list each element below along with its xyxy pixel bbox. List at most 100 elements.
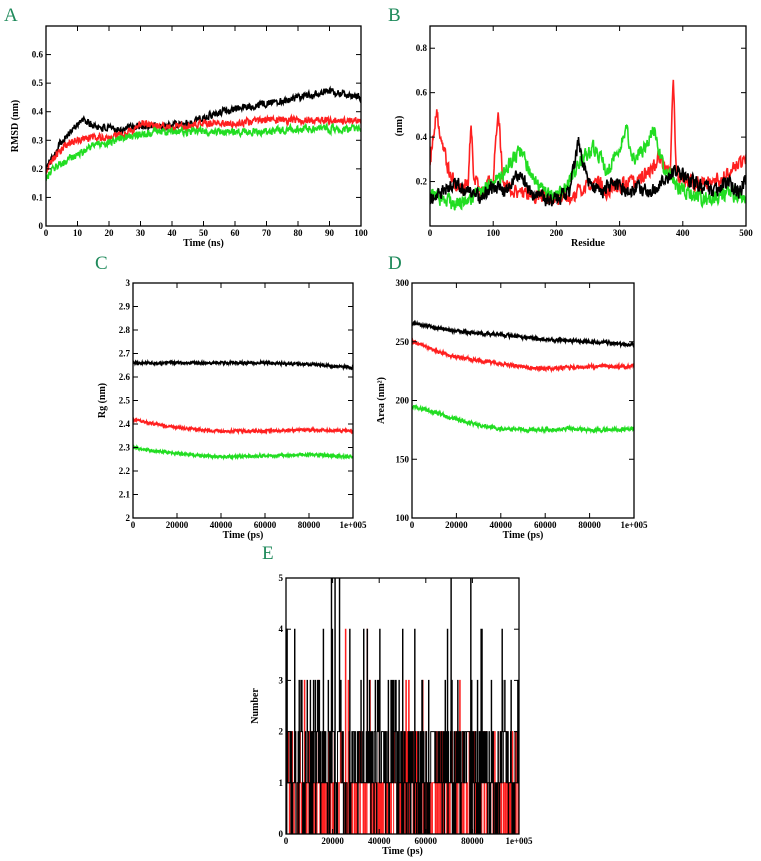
x-axis-label: Time (ps) — [223, 530, 264, 541]
x-tick-label: 20000 — [321, 836, 344, 846]
x-axis-label: Time (ps) — [382, 846, 423, 857]
x-tick-label: 80 — [294, 228, 304, 238]
x-tick-label: 100 — [486, 228, 500, 238]
series-line — [412, 319, 634, 349]
series-line — [46, 85, 361, 172]
y-tick-label: 0.6 — [32, 50, 44, 60]
panel-letter: B — [388, 5, 401, 26]
plot-frame — [132, 282, 354, 519]
x-tick-label: 200 — [550, 228, 564, 238]
x-tick-label: 20000 — [166, 520, 189, 530]
y-tick-label: 150 — [396, 454, 410, 464]
series-line — [430, 136, 746, 207]
y-tick-label: 2.2 — [119, 466, 131, 476]
y-tick-label: 2.9 — [119, 302, 131, 312]
y-tick-label: 4 — [279, 624, 284, 634]
x-axis-label: Time (ns) — [183, 238, 224, 249]
y-axis-label: RMSD (nm) — [10, 100, 21, 153]
y-tick-label: 0.2 — [32, 164, 44, 174]
y-tick-label: 2 — [126, 513, 131, 523]
x-tick-label: 70 — [262, 228, 272, 238]
y-axis-label: (nm) — [394, 116, 405, 137]
x-tick-label: 30 — [136, 228, 146, 238]
x-tick-label: 40000 — [368, 836, 391, 846]
x-tick-label: 300 — [613, 228, 627, 238]
x-tick-label: 20000 — [445, 520, 468, 530]
y-tick-label: 0.4 — [416, 132, 428, 142]
x-tick-label: 40000 — [210, 520, 233, 530]
x-tick-label: 1e+005 — [620, 520, 648, 530]
panel-letter: A — [4, 5, 18, 26]
plot-frame — [285, 577, 520, 835]
plot-frame — [429, 25, 747, 227]
x-tick-label: 0 — [131, 520, 136, 530]
x-tick-label: 500 — [739, 228, 753, 238]
y-tick-label: 2.1 — [119, 490, 131, 500]
chart-panel-c: C 0 20000 40000 60000 80000 1e+005 2 2.1 2.2 2.3 2.… — [95, 253, 367, 541]
y-tick-label: 0.8 — [416, 43, 428, 53]
y-tick-label: 2.3 — [119, 443, 131, 453]
x-tick-label: 400 — [676, 228, 690, 238]
chart-panel-d: D 0 20000 40000 60000 80000 1e+005 100 150 200 250… — [376, 253, 648, 541]
chart-panel-a: A 0 10 20 30 40 50 60 70 80 90 100 0 0.1 0.2 0.3 0.4 0.5 0… — [4, 5, 368, 249]
y-tick-label: 0 — [279, 829, 284, 839]
y-tick-label: 0 — [39, 221, 44, 231]
x-tick-label: 40 — [168, 228, 178, 238]
series-line — [286, 578, 519, 834]
y-tick-label: 3 — [126, 278, 131, 288]
y-tick-label: 0.3 — [32, 135, 44, 145]
x-tick-label: 90 — [325, 228, 335, 238]
x-axis-label: Time (ps) — [503, 530, 544, 541]
series-line — [133, 444, 353, 461]
y-tick-label: 300 — [396, 278, 410, 288]
y-tick-label: 0.2 — [416, 177, 428, 187]
y-tick-label: 2.8 — [119, 325, 131, 335]
y-tick-label: 1 — [279, 778, 284, 788]
x-tick-label: 0 — [410, 520, 415, 530]
series-line — [412, 337, 634, 374]
y-tick-label: 200 — [396, 396, 410, 406]
x-tick-label: 60000 — [534, 520, 557, 530]
y-axis-label: Number — [250, 688, 261, 724]
y-tick-label: 3 — [279, 675, 284, 685]
x-tick-label: 0 — [284, 836, 289, 846]
plot-frame — [411, 282, 635, 519]
chart-panel-e: E 0 20000 40000 60000 80000 1e+005 0 1 2 3 4 5 Time (… — [250, 543, 533, 857]
x-tick-label: 80000 — [298, 520, 321, 530]
y-tick-label: 2.6 — [119, 372, 131, 382]
y-tick-label: 2 — [279, 727, 284, 737]
y-tick-label: 5 — [279, 573, 284, 583]
y-tick-label: 0.1 — [32, 192, 44, 202]
x-tick-label: 0 — [44, 228, 49, 238]
x-tick-label: 60000 — [254, 520, 277, 530]
y-tick-label: 0.5 — [32, 78, 44, 88]
x-tick-label: 50 — [199, 228, 209, 238]
x-tick-label: 1e+005 — [339, 520, 367, 530]
panel-letter: C — [95, 253, 108, 274]
y-tick-label: 250 — [396, 337, 410, 347]
x-tick-label: 60 — [231, 228, 241, 238]
x-tick-label: 1e+005 — [505, 836, 533, 846]
x-tick-label: 100 — [354, 228, 368, 238]
x-tick-label: 10 — [73, 228, 83, 238]
series-line — [46, 122, 361, 182]
y-axis-label: Rg (nm) — [97, 383, 108, 418]
chart-panel-b: B 0 100 200 300 400 500 0.2 0.4 0.6 0.8 Residue (nm) — [388, 5, 753, 249]
series-line — [412, 403, 634, 435]
y-tick-label: 0.4 — [32, 107, 44, 117]
y-axis-label: Area (nm²) — [376, 377, 387, 424]
panel-letter: E — [262, 543, 274, 564]
series-line — [133, 417, 353, 436]
y-tick-label: 2.5 — [119, 396, 131, 406]
x-tick-label: 80000 — [461, 836, 484, 846]
series-line — [430, 123, 746, 211]
y-tick-label: 2.4 — [119, 419, 131, 429]
x-tick-label: 80000 — [578, 520, 601, 530]
x-tick-label: 60000 — [415, 836, 438, 846]
x-tick-label: 0 — [428, 228, 433, 238]
y-tick-label: 0.6 — [416, 88, 428, 98]
y-tick-label: 2.7 — [119, 349, 131, 359]
y-tick-label: 100 — [396, 513, 410, 523]
